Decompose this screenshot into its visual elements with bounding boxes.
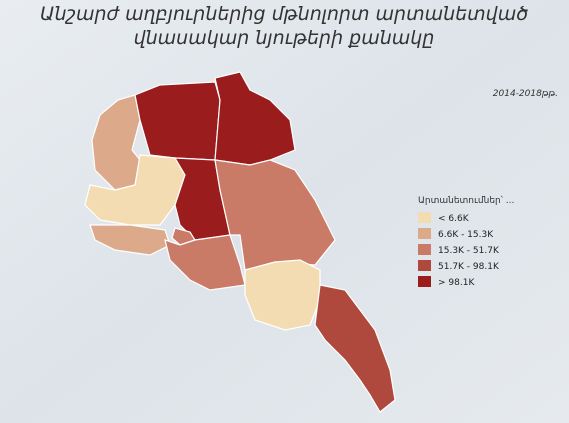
legend-swatch [418,228,431,239]
legend-label: 51.7K - 98.1K [438,262,500,272]
title-line: վնասակար նյութերի քանակը [134,27,435,49]
legend-label: < 6.6K [438,214,470,224]
region [164,234,246,291]
legend-label: 15.3K - 51.7K [438,246,500,256]
title-line: Անշարժ աղբյուրներից մթնոլորտ արտանետված [40,3,528,25]
legend-label: 6.6K - 15.3K [438,230,494,240]
region [89,224,171,256]
legend-swatch [418,244,431,255]
legend-swatch [418,260,431,271]
region [314,284,396,413]
region [134,81,221,161]
region [244,259,321,331]
legend: Արտանետումներ՝ ... < 6.6K 6.6K - 15.3K 15.… [418,195,514,288]
date-note: 2014-2018թթ. [493,89,558,99]
legend-title: Արտանետումներ՝ ... [418,195,514,206]
legend-swatch [418,276,431,287]
legend-label: > 98.1K [438,278,475,288]
regions [84,71,396,413]
legend-swatch [418,212,431,223]
region [214,71,296,166]
